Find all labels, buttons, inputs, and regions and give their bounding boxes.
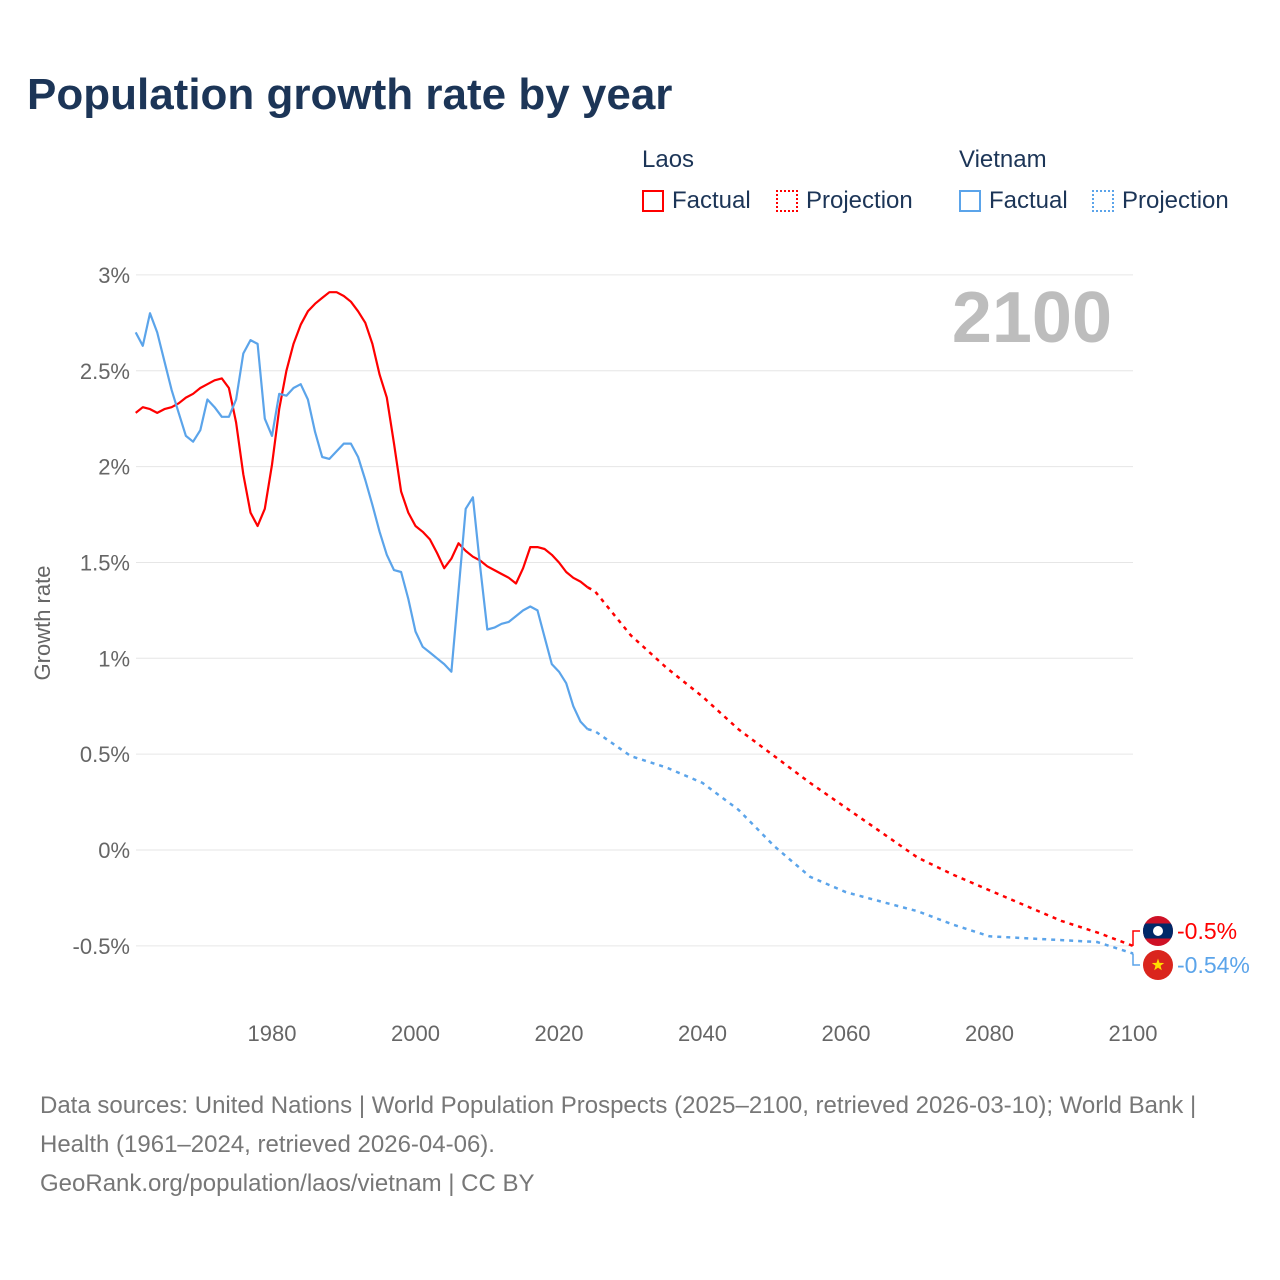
y-tick-label: 0% — [98, 838, 130, 863]
y-tick-label: 3% — [98, 263, 130, 288]
x-tick-label: 2060 — [822, 1021, 871, 1046]
solid-swatch-icon — [959, 190, 981, 212]
legend-label: Projection — [1122, 187, 1229, 214]
legend-vietnam-heading: Vietnam — [959, 146, 1047, 173]
x-tick-label: 2040 — [678, 1021, 727, 1046]
y-tick-label: -0.5% — [73, 934, 130, 959]
vietnam-flag-icon — [1143, 950, 1173, 980]
year-display: 2100 — [952, 278, 1112, 358]
x-tick-label: 1980 — [248, 1021, 297, 1046]
y-tick-label: 2.5% — [80, 359, 130, 384]
laos-projection-line — [587, 586, 1134, 948]
legend-vietnam-factual[interactable]: Factual — [959, 187, 1068, 215]
legend-laos-heading: Laos — [642, 146, 695, 173]
laos-end-value: -0.5% — [1177, 918, 1237, 944]
x-tick-label: 2100 — [1109, 1021, 1158, 1046]
solid-swatch-icon — [642, 190, 664, 212]
dotted-swatch-icon — [776, 190, 798, 212]
data-sources: Data sources: United Nations | World Pop… — [40, 1092, 1197, 1158]
y-tick-label: 2% — [98, 455, 130, 480]
dotted-swatch-icon — [1092, 190, 1114, 212]
legend-label: Factual — [989, 187, 1068, 214]
label-connector — [1132, 953, 1140, 966]
vietnam-end-value: -0.54% — [1177, 952, 1250, 978]
laos-flag-icon — [1143, 916, 1173, 946]
label-connector — [1132, 930, 1140, 946]
y-tick-label: 1% — [98, 646, 130, 671]
credit-link[interactable]: GeoRank.org/population/laos/vietnam | CC… — [40, 1170, 535, 1197]
legend-label: Factual — [672, 187, 751, 214]
x-tick-label: 2020 — [535, 1021, 584, 1046]
x-tick-label: 2080 — [965, 1021, 1014, 1046]
vietnam-projection-line — [587, 727, 1134, 955]
y-tick-label: 1.5% — [80, 550, 130, 575]
x-tick-label: 2000 — [391, 1021, 440, 1046]
chart-title: Population growth rate by year — [27, 70, 673, 119]
legend-laos-factual[interactable]: Factual — [642, 187, 751, 215]
legend-laos-projection[interactable]: Projection — [776, 187, 913, 215]
line-chart: 3% 2.5% 2% 1.5% 1% 0.5% 0% -0.5% 1980 2000 2020 204… — [30, 263, 1250, 1046]
legend-label: Projection — [806, 187, 913, 214]
vietnam-factual-line — [134, 312, 589, 730]
laos-factual-line — [135, 291, 589, 589]
y-tick-label: 0.5% — [80, 742, 130, 767]
legend-vietnam-projection[interactable]: Projection — [1092, 187, 1229, 215]
y-axis-label: Growth rate — [30, 566, 55, 681]
